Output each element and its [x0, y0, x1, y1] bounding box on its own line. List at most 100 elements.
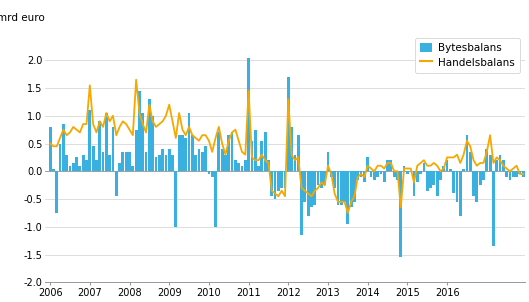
- Bar: [416, 171, 419, 182]
- Bar: [287, 77, 290, 171]
- Bar: [102, 152, 104, 171]
- Bar: [326, 152, 330, 171]
- Bar: [330, 171, 333, 177]
- Bar: [88, 110, 91, 171]
- Bar: [257, 166, 260, 171]
- Bar: [264, 133, 267, 171]
- Bar: [413, 171, 415, 196]
- Bar: [158, 155, 161, 171]
- Bar: [429, 171, 432, 188]
- Bar: [122, 152, 124, 171]
- Bar: [267, 160, 270, 171]
- Bar: [505, 171, 508, 177]
- Bar: [426, 171, 428, 191]
- Bar: [273, 171, 277, 199]
- Bar: [482, 171, 485, 180]
- Bar: [198, 149, 200, 171]
- Bar: [406, 171, 409, 174]
- Bar: [52, 169, 55, 171]
- Bar: [439, 171, 442, 180]
- Bar: [194, 155, 197, 171]
- Bar: [125, 152, 127, 171]
- Bar: [227, 135, 230, 171]
- Bar: [241, 166, 243, 171]
- Bar: [112, 127, 114, 171]
- Bar: [284, 171, 286, 188]
- Bar: [270, 171, 273, 196]
- Bar: [171, 155, 174, 171]
- Bar: [297, 135, 299, 171]
- Bar: [260, 141, 263, 171]
- Bar: [446, 160, 449, 171]
- Bar: [141, 113, 144, 171]
- Bar: [118, 163, 121, 171]
- Bar: [181, 135, 184, 171]
- Bar: [238, 163, 240, 171]
- Bar: [65, 155, 68, 171]
- Bar: [343, 171, 346, 202]
- Bar: [317, 171, 320, 185]
- Bar: [386, 160, 389, 171]
- Bar: [469, 152, 472, 171]
- Bar: [449, 169, 452, 171]
- Bar: [476, 171, 478, 202]
- Bar: [277, 171, 280, 191]
- Bar: [161, 149, 164, 171]
- Bar: [489, 155, 491, 171]
- Bar: [399, 171, 402, 257]
- Bar: [98, 121, 101, 171]
- Bar: [92, 146, 95, 171]
- Bar: [69, 166, 71, 171]
- Bar: [75, 157, 78, 171]
- Bar: [85, 160, 88, 171]
- Bar: [432, 171, 435, 185]
- Bar: [495, 160, 498, 171]
- Bar: [234, 160, 237, 171]
- Bar: [393, 171, 396, 177]
- Bar: [131, 166, 134, 171]
- Bar: [336, 171, 339, 204]
- Bar: [486, 149, 488, 171]
- Bar: [423, 163, 425, 171]
- Bar: [128, 152, 131, 171]
- Bar: [184, 138, 187, 171]
- Bar: [105, 113, 108, 171]
- Bar: [154, 157, 158, 171]
- Bar: [472, 171, 475, 196]
- Bar: [353, 171, 356, 202]
- Bar: [360, 171, 362, 177]
- Bar: [307, 171, 309, 216]
- Bar: [403, 166, 406, 171]
- Bar: [138, 91, 141, 171]
- Bar: [165, 155, 167, 171]
- Bar: [224, 155, 227, 171]
- Bar: [320, 171, 323, 188]
- Legend: Bytesbalans, Handelsbalans: Bytesbalans, Handelsbalans: [415, 38, 519, 73]
- Bar: [462, 169, 465, 171]
- Bar: [247, 57, 250, 171]
- Bar: [442, 166, 445, 171]
- Bar: [366, 157, 369, 171]
- Bar: [340, 171, 343, 204]
- Bar: [62, 124, 65, 171]
- Bar: [350, 171, 352, 207]
- Bar: [455, 171, 459, 202]
- Bar: [396, 171, 399, 180]
- Bar: [499, 155, 501, 171]
- Bar: [346, 171, 349, 224]
- Bar: [56, 171, 58, 213]
- Bar: [115, 171, 117, 196]
- Bar: [310, 171, 313, 207]
- Bar: [512, 171, 515, 177]
- Bar: [211, 171, 214, 177]
- Bar: [294, 155, 296, 171]
- Bar: [207, 171, 211, 174]
- Bar: [304, 171, 306, 202]
- Bar: [201, 152, 204, 171]
- Bar: [313, 171, 316, 204]
- Bar: [78, 166, 81, 171]
- Bar: [492, 171, 495, 246]
- Bar: [49, 127, 51, 171]
- Bar: [148, 99, 151, 171]
- Bar: [191, 135, 194, 171]
